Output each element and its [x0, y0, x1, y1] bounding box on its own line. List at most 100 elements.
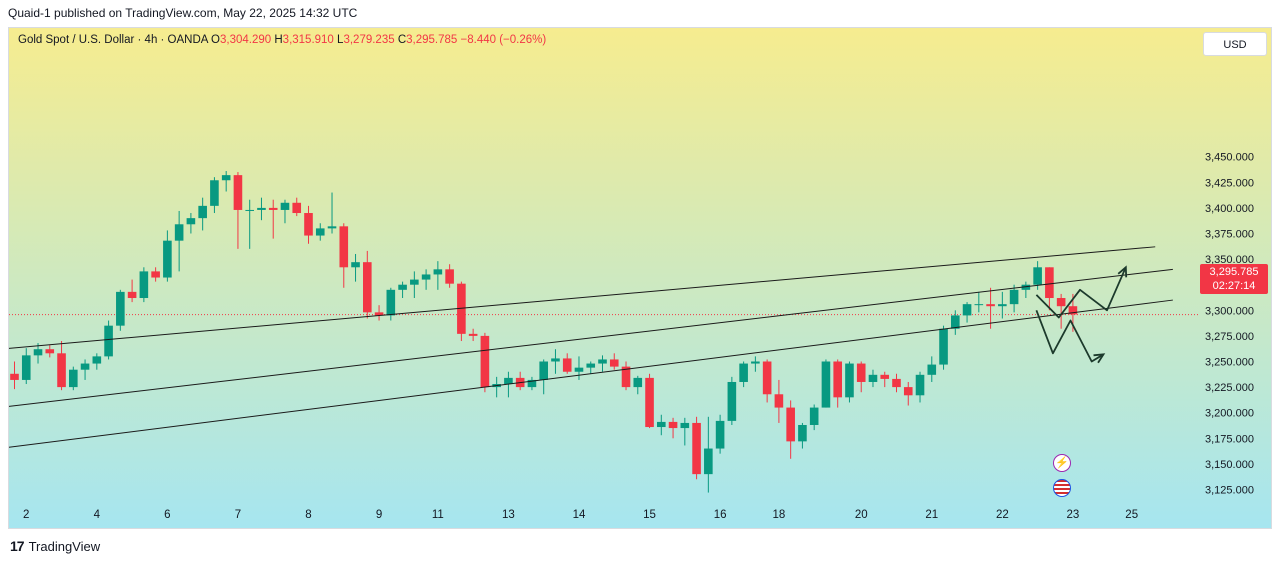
candle-body[interactable]	[786, 407, 795, 442]
candle-body[interactable]	[551, 358, 560, 362]
candle-body[interactable]	[621, 366, 631, 388]
us-flag-icon[interactable]	[1053, 479, 1071, 497]
currency-button[interactable]: USD	[1203, 32, 1267, 56]
candle-body[interactable]	[715, 420, 725, 449]
candle-body[interactable]	[116, 291, 125, 326]
candle-body[interactable]	[339, 226, 349, 268]
candle-body[interactable]	[280, 202, 290, 210]
candle-body[interactable]	[892, 378, 901, 388]
candle-body[interactable]	[304, 213, 313, 236]
candle-body[interactable]	[504, 377, 513, 385]
candle-body[interactable]	[33, 349, 43, 356]
candle-body[interactable]	[80, 363, 90, 370]
candle-body[interactable]	[139, 271, 149, 299]
candle-body[interactable]	[92, 356, 102, 364]
candle-body[interactable]	[751, 361, 760, 364]
candle-body[interactable]	[562, 358, 572, 372]
candle-body[interactable]	[951, 315, 960, 329]
candle-body[interactable]	[868, 374, 878, 382]
trendline[interactable]	[9, 246, 1156, 349]
candle-body[interactable]	[962, 304, 972, 316]
candle-body[interactable]	[198, 205, 207, 219]
candle-body[interactable]	[45, 349, 55, 354]
candle-body[interactable]	[821, 361, 831, 408]
candle-body[interactable]	[633, 377, 643, 388]
candle-body[interactable]	[21, 355, 31, 380]
candle-body[interactable]	[727, 381, 737, 421]
candle-body[interactable]	[939, 328, 948, 365]
candle-body[interactable]	[468, 333, 478, 336]
candle-body[interactable]	[809, 407, 819, 425]
candle-body[interactable]	[363, 262, 372, 313]
candle-body[interactable]	[292, 202, 302, 214]
candle-body[interactable]	[762, 361, 772, 395]
candle-body[interactable]	[174, 224, 184, 241]
candle-body[interactable]	[774, 394, 784, 408]
candle-body[interactable]	[527, 379, 537, 388]
trendline[interactable]	[9, 268, 1173, 407]
candle-body[interactable]	[351, 262, 360, 268]
candle-body[interactable]	[1009, 289, 1019, 305]
candle-body[interactable]	[903, 387, 913, 396]
tradingview-brand[interactable]: 17 TradingView	[10, 538, 100, 554]
candle-body[interactable]	[668, 421, 678, 429]
candle-body[interactable]	[210, 180, 219, 206]
candle-body[interactable]	[986, 304, 995, 307]
candle-body[interactable]	[692, 422, 701, 475]
candle-body[interactable]	[10, 373, 19, 380]
candle-body[interactable]	[856, 363, 866, 382]
candle-body[interactable]	[1056, 298, 1066, 307]
candle-body[interactable]	[69, 369, 78, 388]
candle-body[interactable]	[574, 367, 584, 372]
candle-body[interactable]	[151, 271, 160, 278]
lightning-icon[interactable]: ⚡	[1053, 454, 1071, 472]
candle-body[interactable]	[586, 363, 596, 368]
candle-body[interactable]	[657, 421, 666, 428]
trendline[interactable]	[9, 299, 1173, 448]
candle-body[interactable]	[433, 269, 443, 275]
candle-body[interactable]	[927, 364, 937, 375]
projection-down-path[interactable]	[1035, 309, 1104, 363]
candle-body[interactable]	[104, 325, 113, 357]
candle-body[interactable]	[645, 377, 654, 428]
candle-body[interactable]	[374, 312, 384, 316]
candle-body[interactable]	[186, 218, 196, 225]
candle-body[interactable]	[1045, 267, 1054, 299]
candle-body[interactable]	[998, 304, 1007, 307]
candle-body[interactable]	[421, 274, 431, 280]
candle-body[interactable]	[233, 175, 243, 210]
candle-body[interactable]	[163, 240, 172, 278]
candle-body[interactable]	[1033, 267, 1042, 285]
candle-body[interactable]	[704, 448, 713, 475]
candle-body[interactable]	[445, 269, 454, 284]
candle-body[interactable]	[739, 363, 748, 382]
candle-body[interactable]	[268, 207, 278, 210]
projection-up-path[interactable]	[1035, 266, 1127, 319]
symbol-title[interactable]: Gold Spot / U.S. Dollar · 4h · OANDA	[18, 34, 208, 46]
candle-body[interactable]	[315, 228, 325, 236]
candle-body[interactable]	[598, 359, 607, 364]
candle-body[interactable]	[410, 279, 419, 285]
candle-body[interactable]	[398, 284, 407, 290]
candle-body[interactable]	[798, 424, 807, 442]
candle-body[interactable]	[480, 335, 490, 388]
candle-body[interactable]	[609, 359, 619, 367]
candle-body[interactable]	[680, 422, 690, 429]
candle-body[interactable]	[539, 361, 548, 380]
candle-body[interactable]	[915, 374, 925, 396]
candle-body[interactable]	[880, 374, 890, 379]
candle-body[interactable]	[386, 289, 396, 316]
candle-body[interactable]	[257, 207, 266, 210]
candle-body[interactable]	[221, 175, 231, 181]
candle-body[interactable]	[845, 363, 854, 398]
candle-body[interactable]	[327, 226, 337, 229]
candle-body[interactable]	[127, 291, 137, 299]
price-chart[interactable]: 3,125.000 3,150.000 3,175.000 3,200.000 3,22…	[9, 28, 1271, 528]
candle-body[interactable]	[974, 304, 984, 306]
candle-body[interactable]	[833, 361, 842, 398]
candle-body[interactable]	[1068, 306, 1078, 315]
candle-body[interactable]	[245, 209, 254, 211]
candle-body[interactable]	[1021, 284, 1031, 290]
projection-down-path-arrowhead	[1093, 353, 1106, 364]
candle-body[interactable]	[57, 353, 66, 388]
